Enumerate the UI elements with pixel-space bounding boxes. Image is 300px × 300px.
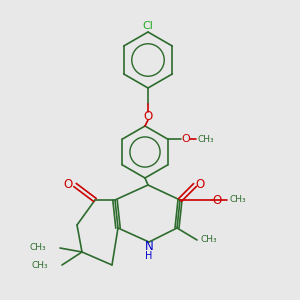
Text: CH₃: CH₃ (230, 196, 246, 205)
Text: Cl: Cl (142, 21, 153, 31)
Text: N: N (145, 241, 153, 254)
Text: O: O (63, 178, 73, 191)
Text: CH₃: CH₃ (29, 244, 46, 253)
Text: CH₃: CH₃ (197, 134, 214, 143)
Text: H: H (145, 251, 153, 261)
Text: O: O (143, 110, 153, 122)
Text: O: O (212, 194, 222, 206)
Text: O: O (195, 178, 205, 191)
Text: O: O (181, 134, 190, 144)
Text: CH₃: CH₃ (32, 260, 48, 269)
Text: CH₃: CH₃ (201, 236, 217, 244)
